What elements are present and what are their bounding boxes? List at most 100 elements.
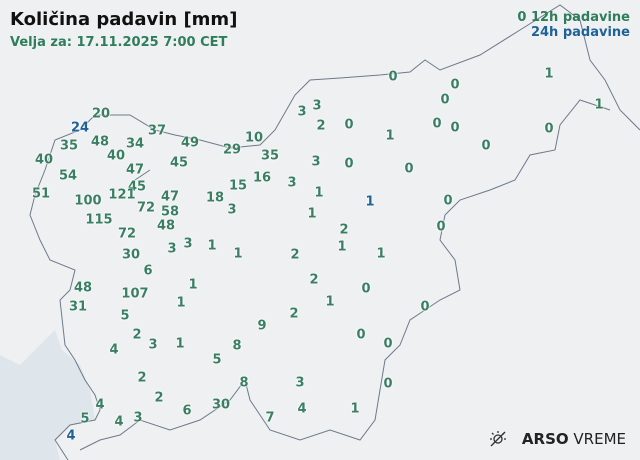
legend-12h: 0 12h padavine [517, 10, 630, 25]
legend-12h-label: 12h padavine [530, 10, 630, 25]
station-value-12h: 3 [133, 410, 143, 426]
station-value-12h: 54 [58, 168, 78, 184]
station-value-12h: 10 [244, 130, 264, 146]
station-value-12h: 0 [432, 116, 442, 132]
station-value-12h: 2 [316, 118, 326, 134]
station-value-12h: 45 [127, 179, 147, 195]
station-value-12h: 49 [180, 135, 200, 151]
country-border-east-south [79, 99, 611, 451]
station-value-12h: 100 [74, 193, 102, 209]
station-value-12h: 18 [205, 190, 225, 206]
station-value-12h: 72 [136, 200, 156, 216]
station-value-12h: 2 [137, 370, 147, 386]
station-value-12h: 8 [232, 338, 242, 354]
station-value-12h: 2 [132, 327, 142, 343]
station-value-12h: 0 [344, 117, 354, 133]
sun-weather-icon [489, 431, 506, 447]
station-value-12h: 3 [148, 337, 158, 353]
station-value-12h: 4 [109, 342, 119, 358]
station-value-12h: 3 [167, 241, 177, 257]
station-value-12h: 34 [125, 136, 145, 152]
station-value-12h: 0 [383, 376, 393, 392]
station-value-12h: 72 [117, 226, 137, 242]
station-value-12h: 1 [350, 401, 360, 417]
station-value-12h: 1 [544, 66, 554, 82]
station-value-12h: 3 [312, 98, 322, 114]
station-value-12h: 1 [594, 97, 604, 113]
station-value-12h: 5 [120, 308, 130, 324]
station-value-12h: 31 [68, 299, 88, 315]
station-value-12h: 30 [121, 247, 141, 263]
arso-logo: ARSO VREME [488, 430, 626, 448]
station-value-12h: 4 [297, 401, 307, 417]
station-value-12h: 0 [450, 120, 460, 136]
station-value-12h: 2 [154, 390, 164, 406]
country-border [29, 4, 640, 460]
station-value-12h: 0 [344, 156, 354, 172]
station-value-12h: 2 [339, 222, 349, 238]
station-value-12h: 1 [207, 238, 217, 254]
station-value-12h: 5 [80, 411, 90, 427]
station-value-12h: 3 [287, 175, 297, 191]
station-value-12h: 48 [156, 218, 176, 234]
station-value-12h: 35 [260, 148, 280, 164]
station-value-12h: 9 [257, 318, 267, 334]
station-value-12h: 0 [388, 69, 398, 85]
station-value-12h: 1 [314, 185, 324, 201]
station-value-12h: 35 [59, 138, 79, 154]
station-value-12h: 1 [176, 295, 186, 311]
station-value-12h: 2 [289, 306, 299, 322]
legend-sample: 0 [517, 10, 527, 25]
lake-outline [134, 169, 151, 181]
station-value-24h: 24 [70, 120, 90, 136]
station-value-12h: 3 [295, 375, 305, 391]
station-value-12h: 7 [265, 410, 275, 426]
station-value-12h: 48 [73, 280, 93, 296]
station-value-24h: 4 [66, 428, 76, 444]
station-value-12h: 0 [440, 92, 450, 108]
station-value-12h: 40 [106, 148, 126, 164]
station-value-12h: 45 [169, 155, 189, 171]
station-value-12h: 48 [90, 134, 110, 150]
station-value-12h: 0 [420, 299, 430, 315]
station-value-12h: 121 [108, 187, 136, 203]
station-value-12h: 58 [160, 204, 180, 220]
station-value-12h: 4 [114, 414, 124, 430]
sea [0, 330, 95, 460]
legend-24h-label: 24h padavine [530, 25, 630, 40]
station-value-12h: 0 [383, 336, 393, 352]
station-value-12h: 1 [233, 246, 243, 262]
station-value-12h: 1 [337, 239, 347, 255]
station-value-12h: 3 [227, 202, 237, 218]
station-value-12h: 0 [436, 219, 446, 235]
station-value-12h: 115 [85, 212, 113, 228]
station-value-12h: 0 [443, 193, 453, 209]
station-value-12h: 40 [34, 152, 54, 168]
station-value-12h: 0 [356, 327, 366, 343]
station-value-12h: 0 [450, 77, 460, 93]
valid-time: Velja za: 17.11.2025 7:00 CET [10, 35, 228, 50]
station-value-12h: 2 [290, 247, 300, 263]
station-value-12h: 1 [188, 277, 198, 293]
station-value-12h: 0 [404, 161, 414, 177]
station-value-12h: 5 [212, 352, 222, 368]
station-value-12h: 3 [311, 154, 321, 170]
station-value-12h: 8 [239, 375, 249, 391]
station-value-12h: 3 [183, 236, 193, 252]
brand-light: VREME [573, 430, 626, 448]
map-title: Količina padavin [mm] [10, 9, 238, 30]
legend: 0 12h padavine 24h padavine [517, 10, 630, 40]
station-value-12h: 1 [307, 206, 317, 222]
station-value-12h: 6 [182, 403, 192, 419]
station-value-12h: 1 [385, 128, 395, 144]
station-value-12h: 1 [376, 246, 386, 262]
station-value-12h: 16 [252, 170, 272, 186]
station-value-12h: 2 [309, 272, 319, 288]
station-value-12h: 37 [147, 123, 167, 139]
station-value-12h: 6 [143, 263, 153, 279]
station-value-12h: 1 [175, 336, 185, 352]
station-value-24h: 1 [365, 194, 375, 210]
station-value-12h: 29 [222, 142, 242, 158]
station-value-12h: 3 [297, 104, 307, 120]
